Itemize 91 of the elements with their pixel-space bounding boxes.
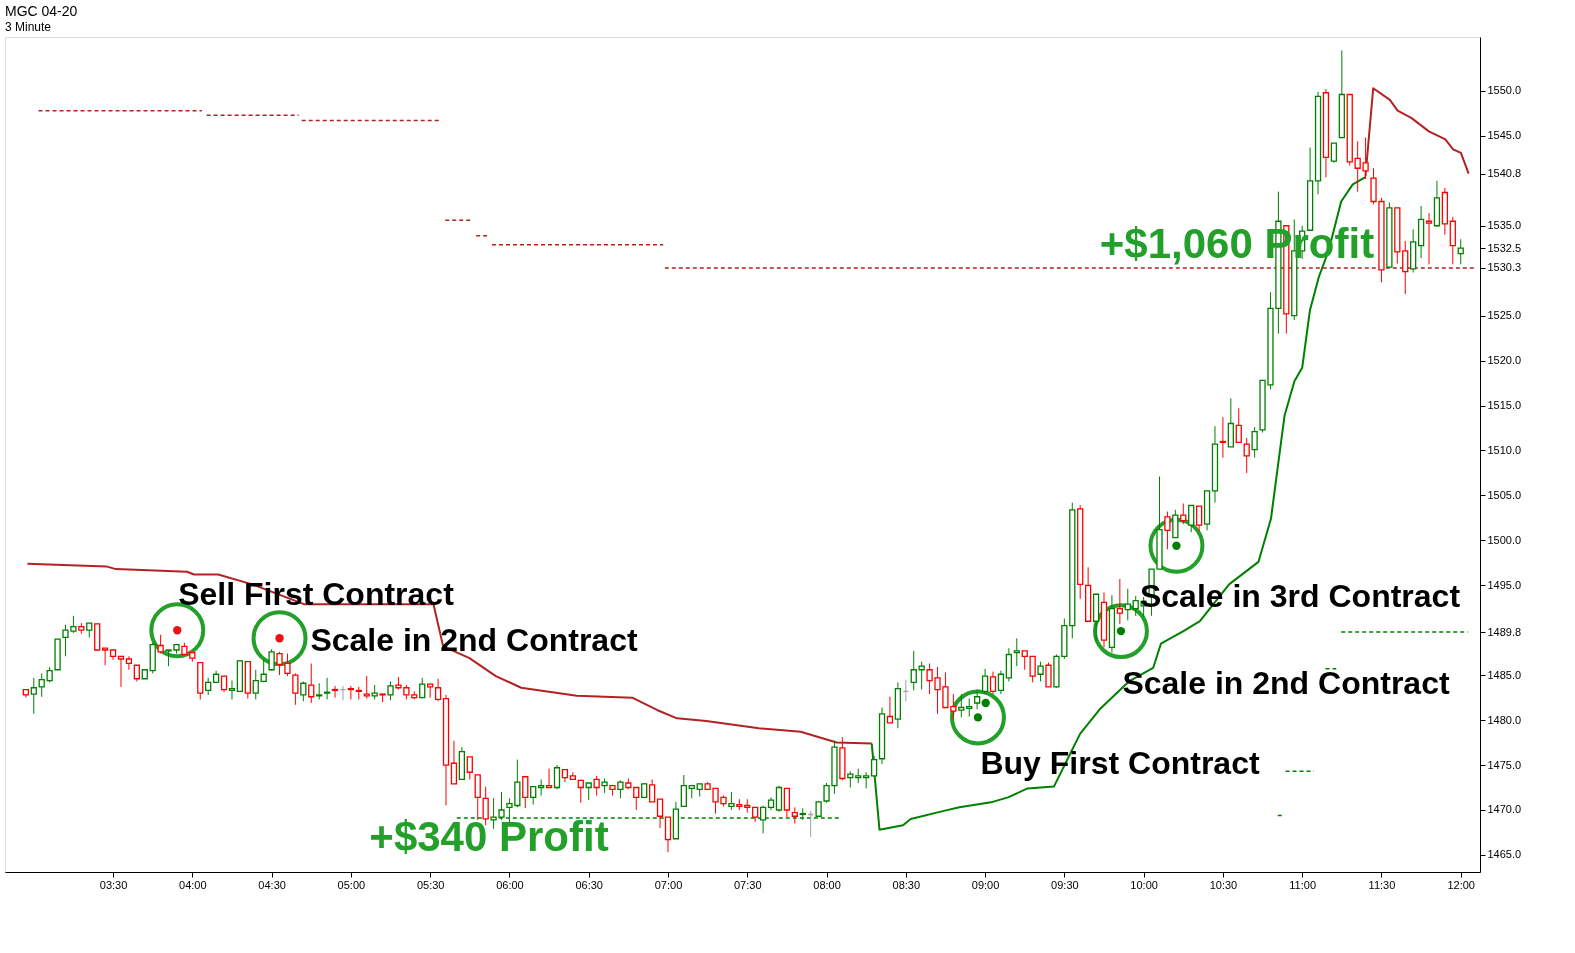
candlestick bbox=[466, 756, 473, 780]
x-tick-label: 04:00 bbox=[179, 878, 207, 891]
candlestick bbox=[886, 696, 894, 724]
candlestick bbox=[331, 685, 339, 699]
candlestick bbox=[1235, 407, 1242, 444]
candlestick bbox=[680, 774, 687, 808]
x-tick-label: 05:30 bbox=[416, 878, 445, 891]
candlestick bbox=[1195, 505, 1203, 532]
y-tick-label: 1520.0 bbox=[1487, 354, 1522, 367]
candlestick bbox=[981, 668, 989, 695]
x-tick-label: 08:00 bbox=[813, 878, 841, 891]
y-tick-label: 1485.0 bbox=[1487, 668, 1522, 681]
annotation: +$340 Profit bbox=[369, 813, 609, 860]
x-tick-label: 12:00 bbox=[1447, 878, 1475, 891]
y-tick-label: 1535.0 bbox=[1487, 219, 1522, 232]
x-tick-label: 03:30 bbox=[99, 878, 128, 891]
candlestick bbox=[1013, 637, 1020, 667]
candlestick bbox=[1330, 142, 1338, 164]
y-tick-label: 1505.0 bbox=[1487, 488, 1522, 501]
candlestick bbox=[228, 680, 236, 700]
x-tick-label: 11:00 bbox=[1289, 878, 1317, 891]
candlestick bbox=[434, 678, 442, 702]
candlestick bbox=[783, 787, 791, 818]
candlestick bbox=[1227, 397, 1234, 448]
candlestick bbox=[125, 655, 133, 671]
y-tick-label: 1465.0 bbox=[1487, 848, 1522, 861]
candlestick bbox=[775, 785, 783, 813]
y-tick-label: 1550.0 bbox=[1487, 84, 1522, 97]
candlestick bbox=[308, 662, 315, 704]
candlestick bbox=[1116, 578, 1123, 625]
candlestick bbox=[664, 816, 672, 853]
candlestick bbox=[648, 778, 656, 803]
y-tick-label: 1500.0 bbox=[1487, 533, 1522, 546]
y-tick-label: 1525.0 bbox=[1487, 309, 1522, 322]
candlestick bbox=[553, 764, 561, 790]
y-tick-label: 1470.0 bbox=[1487, 803, 1522, 816]
chart-subtitle: 3 Minute bbox=[5, 20, 52, 34]
point bbox=[1148, 517, 1205, 574]
y-tick-label: 1545.0 bbox=[1487, 129, 1522, 142]
candlestick bbox=[1425, 212, 1433, 265]
annotation: Scale in 2nd Contract bbox=[1122, 665, 1450, 701]
y-tick-label: 1489.8 bbox=[1487, 625, 1522, 638]
x-tick-label: 07:00 bbox=[654, 878, 683, 891]
candlestick bbox=[537, 778, 545, 797]
y-tick-label: 1530.3 bbox=[1487, 261, 1522, 274]
x-tick-label: 04:30 bbox=[258, 878, 286, 891]
annotation: Scale in 2nd Contract bbox=[310, 622, 638, 658]
x-tick-label: 09:30 bbox=[1051, 878, 1079, 891]
x-tick-label: 10:00 bbox=[1130, 878, 1158, 891]
candlestick bbox=[450, 740, 458, 785]
candlestick bbox=[101, 647, 109, 666]
x-tick-label: 08:30 bbox=[892, 878, 921, 891]
y-tick-label: 1540.8 bbox=[1487, 167, 1522, 180]
candlestick bbox=[1457, 238, 1464, 265]
candlestick bbox=[633, 786, 640, 811]
y-tick-label: 1510.0 bbox=[1487, 443, 1522, 456]
y-tick-label: 1515.0 bbox=[1487, 399, 1522, 412]
candlestick bbox=[910, 650, 917, 691]
x-tick-label: 11:30 bbox=[1368, 878, 1396, 891]
candlestick bbox=[656, 798, 664, 829]
point bbox=[949, 689, 1006, 746]
candlestick bbox=[323, 677, 331, 700]
candlestick bbox=[474, 774, 481, 821]
candlestick bbox=[1124, 588, 1131, 621]
y-tick-label: 1495.0 bbox=[1487, 578, 1522, 591]
candlestick bbox=[989, 671, 997, 695]
candlestick bbox=[974, 689, 981, 710]
chart-title: MGC 04-20 bbox=[5, 3, 78, 19]
candlestick bbox=[252, 669, 259, 700]
candlestick bbox=[577, 779, 584, 804]
x-tick-label: 06:30 bbox=[575, 878, 603, 891]
candlestick bbox=[1402, 240, 1409, 295]
x-tick-label: 09:00 bbox=[971, 878, 1000, 891]
candlestick bbox=[1005, 647, 1013, 682]
candlestick bbox=[363, 675, 370, 700]
candlestick bbox=[347, 685, 355, 700]
x-tick-label: 07:30 bbox=[733, 878, 762, 891]
x-tick-label: 06:00 bbox=[496, 878, 524, 891]
x-tick-label: 05:00 bbox=[337, 878, 366, 891]
candlestick bbox=[997, 670, 1005, 695]
candlestick bbox=[419, 677, 426, 699]
candlestick bbox=[1219, 416, 1227, 459]
candlestick bbox=[1180, 502, 1187, 525]
candlestick bbox=[117, 655, 125, 688]
x-tick-label: 10:30 bbox=[1209, 878, 1238, 891]
y-tick-label: 1480.0 bbox=[1487, 713, 1522, 726]
candlestick bbox=[545, 768, 553, 789]
candlestick bbox=[1188, 504, 1195, 533]
y-tick-label: 1532.5 bbox=[1487, 241, 1522, 254]
candlestick bbox=[30, 677, 37, 715]
y-tick-label: 1475.0 bbox=[1487, 758, 1522, 771]
